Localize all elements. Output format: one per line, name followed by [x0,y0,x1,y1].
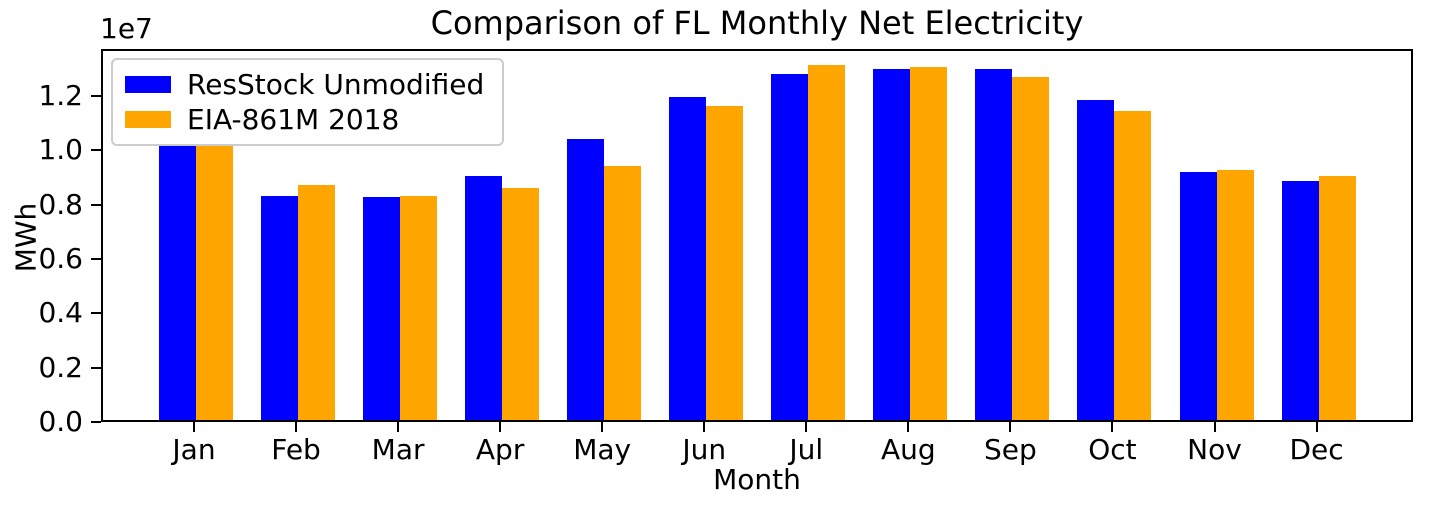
y-tick-label: 1.2 [38,78,83,112]
bar-eia-nov [1216,170,1254,420]
bar-eia-aug [910,67,948,420]
legend-swatch-eia [125,111,171,128]
bar-resstock-may [567,139,605,420]
y-tick-mark [91,203,101,206]
bar-resstock-jan [159,130,196,420]
y-tick-mark [91,421,101,423]
legend: ResStock Unmodified EIA-861M 2018 [111,58,505,146]
x-tick-label-jun: Jun [682,433,727,466]
legend-swatch-resstock [125,76,171,93]
y-tick-label: 0.0 [38,405,83,438]
bar-resstock-dec [1281,180,1319,420]
chart-title: Comparison of FL Monthly Net Electricity [430,4,1084,42]
y-tick-mark [91,257,101,260]
y-axis-offset-text: 1e7 [100,12,153,45]
y-tick-mark [91,366,101,369]
x-tick-label-may: May [573,433,632,466]
x-tick-mark [601,422,604,432]
legend-label-eia: EIA-861M 2018 [187,103,400,136]
x-tick-mark [193,422,195,432]
x-axis-label: Month [713,463,801,496]
plot-area [101,49,1413,422]
legend-item-resstock: ResStock Unmodified [125,69,484,100]
bar-eia-mar [400,196,438,420]
bar-eia-sep [1012,77,1050,420]
y-tick-label: 0.8 [38,187,83,221]
x-tick-mark [1009,422,1012,432]
bar-resstock-oct [1077,100,1115,420]
legend-item-eia: EIA-861M 2018 [125,104,484,135]
y-tick-label: 0.4 [38,296,83,330]
x-tick-mark [1315,422,1318,432]
y-tick-mark [91,149,101,152]
bar-resstock-jul [771,74,809,420]
bar-eia-jul [808,65,846,420]
bar-eia-jun [706,106,744,420]
legend-label-resstock: ResStock Unmodified [187,68,485,101]
bar-resstock-sep [975,69,1013,420]
bar-resstock-aug [873,69,911,420]
x-tick-mark [805,422,808,432]
x-tick-mark [1213,422,1216,432]
bar-eia-dec [1318,176,1356,420]
y-tick-mark [91,312,101,315]
x-tick-mark [499,422,502,432]
x-tick-label-sep: Sep [984,433,1037,466]
x-tick-mark [703,422,706,432]
y-tick-label: 1.0 [38,133,83,167]
bar-resstock-jun [669,97,707,420]
y-tick-mark [91,94,101,97]
bar-resstock-apr [465,176,503,420]
x-tick-mark [1111,422,1114,432]
y-tick-label: 0.6 [38,241,83,275]
x-tick-label-aug: Aug [881,433,936,466]
y-tick-label: 0.2 [38,350,83,384]
x-tick-mark [295,422,298,432]
x-tick-label-feb: Feb [271,433,321,466]
bar-resstock-feb [261,195,299,420]
bar-resstock-mar [363,197,401,420]
x-tick-label-apr: Apr [475,433,525,466]
bar-eia-may [604,165,642,420]
x-tick-label-jan: Jan [172,433,216,466]
x-tick-label-nov: Nov [1187,433,1242,466]
x-tick-label-jul: Jul [789,433,824,466]
bar-eia-apr [502,187,540,420]
bar-eia-jan [196,136,233,420]
x-tick-mark [907,422,910,432]
bar-eia-oct [1114,110,1152,420]
x-tick-label-dec: Dec [1289,433,1344,466]
x-tick-mark [397,422,400,432]
x-tick-label-mar: Mar [371,433,425,466]
bar-eia-feb [298,184,336,420]
x-tick-label-oct: Oct [1088,433,1137,466]
bar-resstock-nov [1179,172,1217,420]
